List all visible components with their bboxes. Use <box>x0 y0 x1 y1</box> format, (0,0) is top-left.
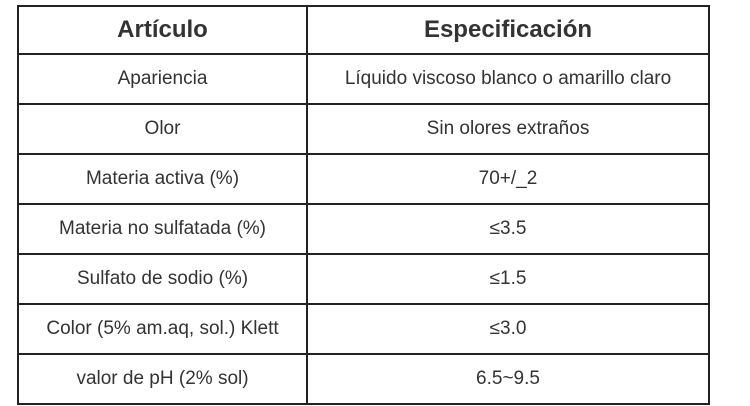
header-cell: Artículo <box>17 5 308 55</box>
table-cell: Sin olores extraños <box>306 103 710 155</box>
table-row: Olor Sin olores extraños <box>17 103 710 155</box>
table-cell: Olor <box>17 103 308 155</box>
table-cell: Color (5% am.aq, sol.) Klett <box>17 303 308 355</box>
table-body: Apariencia Líquido viscoso blanco o amari… <box>17 53 710 405</box>
table-cell: Apariencia <box>17 53 308 105</box>
table-cell: valor de pH (2% sol) <box>17 353 308 405</box>
table-cell: 70+/_2 <box>306 153 710 205</box>
table-row: valor de pH (2% sol) 6.5~9.5 <box>17 353 710 405</box>
table-cell: ≤3.5 <box>306 203 710 255</box>
table-row: Apariencia Líquido viscoso blanco o amari… <box>17 53 710 105</box>
table-cell: ≤3.0 <box>306 303 710 355</box>
table-row: Sulfato de sodio (%) ≤1.5 <box>17 253 710 305</box>
table-cell: Materia no sulfatada (%) <box>17 203 308 255</box>
table-row: Color (5% am.aq, sol.) Klett ≤3.0 <box>17 303 710 355</box>
header-row: Artículo Especificación <box>17 5 710 55</box>
table-cell: Materia activa (%) <box>17 153 308 205</box>
header-cell: Especificación <box>306 5 710 55</box>
table-cell: Líquido viscoso blanco o amarillo claro <box>306 53 710 105</box>
spec-table: Artículo Especificación Apariencia Líquid… <box>17 5 710 405</box>
table-row: Materia activa (%) 70+/_2 <box>17 153 710 205</box>
table-row: Materia no sulfatada (%) ≤3.5 <box>17 203 710 255</box>
table-cell: ≤1.5 <box>306 253 710 305</box>
table-cell: 6.5~9.5 <box>306 353 710 405</box>
table-cell: Sulfato de sodio (%) <box>17 253 308 305</box>
